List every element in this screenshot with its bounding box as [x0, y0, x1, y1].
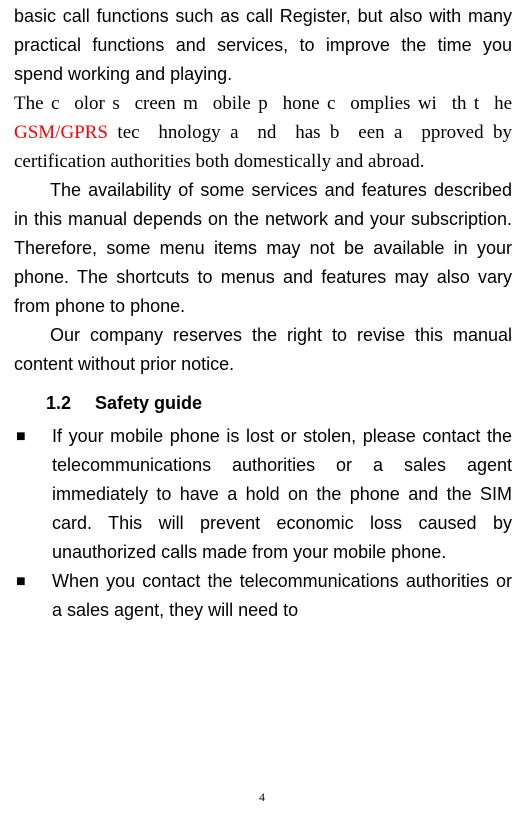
section-heading: 1.2 Safety guide: [46, 393, 512, 414]
section-title-text: Safety guide: [95, 393, 202, 413]
page-number: 4: [0, 790, 524, 805]
list-item: ■ If your mobile phone is lost or stolen…: [14, 422, 512, 567]
text-run: The c olor s creen m obile p hone c ompl…: [14, 93, 512, 114]
list-item-text: When you contact the telecommunications …: [52, 567, 512, 625]
square-bullet-icon: ■: [14, 567, 52, 596]
square-bullet-icon: ■: [14, 422, 52, 451]
paragraph-availability: The availability of some services and fe…: [14, 176, 512, 321]
safety-guide-list: ■ If your mobile phone is lost or stolen…: [14, 422, 512, 625]
gsm-gprs-link[interactable]: GSM/GPRS: [14, 122, 108, 143]
paragraph-compliance: The c olor s creen m obile p hone c ompl…: [14, 89, 512, 176]
list-item: ■ When you contact the telecommunication…: [14, 567, 512, 625]
list-item-text: If your mobile phone is lost or stolen, …: [52, 422, 512, 567]
section-number: 1.2: [46, 393, 71, 413]
paragraph-intro-continued: basic call functions such as call Regist…: [14, 2, 512, 89]
paragraph-rights: Our company reserves the right to revise…: [14, 321, 512, 379]
